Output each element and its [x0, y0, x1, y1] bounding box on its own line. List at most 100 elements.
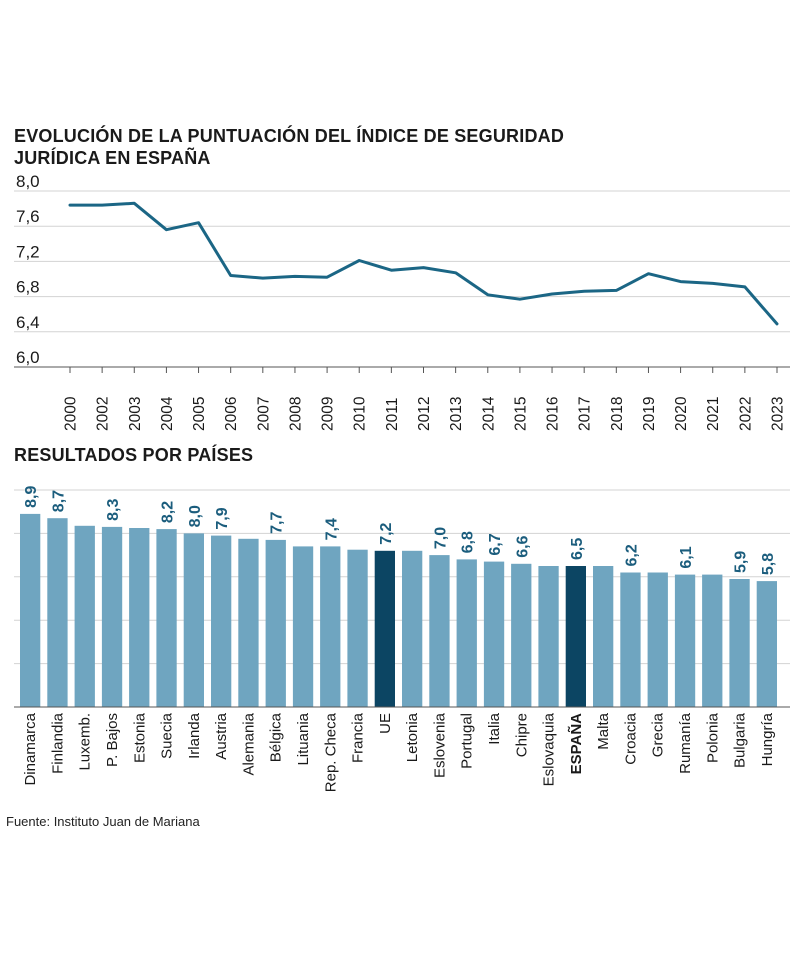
- line-y-tick: 7,6: [16, 207, 40, 226]
- line-y-tick: 8,0: [16, 172, 40, 191]
- bar-category-label: Polonia: [704, 712, 721, 763]
- bar-category-label: Rep. Checa: [322, 712, 339, 792]
- line-x-tick-label: 2002: [95, 397, 112, 431]
- bar-value-label: 7,9: [214, 507, 231, 529]
- line-y-tick: 7,2: [16, 242, 40, 261]
- bar: [374, 550, 395, 707]
- bar-category-label: Dinamarca: [22, 712, 39, 785]
- bar: [593, 566, 614, 707]
- line-x-tick-label: 2023: [770, 397, 787, 431]
- line-x-tick-label: 2012: [416, 397, 433, 431]
- line-x-tick-label: 2004: [159, 396, 176, 431]
- bar-category-label: Malta: [595, 712, 612, 749]
- bar-value-label: 8,3: [105, 499, 122, 521]
- bar-value-label: 5,8: [760, 553, 777, 575]
- bar-category-label: Letonia: [404, 712, 421, 762]
- bar: [620, 572, 641, 707]
- bar-value-label: 7,4: [323, 518, 340, 540]
- bar-category-label: Bélgica: [268, 712, 285, 762]
- line-x-tick-label: 2003: [127, 397, 144, 431]
- bar-category-label: Chipre: [513, 713, 530, 757]
- line-series: [68, 201, 779, 326]
- line-x-tick-label: 2016: [545, 397, 562, 431]
- bar-category-label: Lituania: [295, 712, 312, 765]
- bar-value-label: 8,7: [50, 490, 67, 512]
- line-y-tick: 6,8: [16, 278, 40, 297]
- bar: [129, 528, 150, 707]
- bar-value-label: 7,7: [269, 512, 286, 534]
- line-x-tick-label: 2005: [191, 397, 208, 431]
- bar-value-label: 6,2: [623, 544, 640, 566]
- bar-category-label: Francia: [350, 712, 367, 763]
- bar-value-label: 8,9: [23, 486, 40, 508]
- line-x-tick-label: 2010: [352, 396, 369, 431]
- bar-category-label: Hungría: [759, 712, 776, 766]
- bar-value-label: 7,2: [378, 522, 395, 544]
- line-x-tick-label: 2008: [287, 397, 304, 431]
- line-x-tick-label: 2019: [641, 397, 658, 431]
- line-x-tick-label: 2013: [448, 397, 465, 431]
- line-x-tick-label: 2014: [480, 396, 497, 431]
- bar: [402, 550, 423, 707]
- bar: [674, 574, 696, 707]
- bar-value-label: 6,5: [569, 538, 586, 560]
- bar-category-label: Estonia: [131, 712, 148, 763]
- bar-category-label: ESPAÑA: [567, 713, 585, 775]
- bar-chart-title: RESULTADOS POR PAÍSES: [14, 445, 254, 465]
- bar-category-label: Suecia: [159, 712, 176, 759]
- bar: [74, 525, 95, 707]
- bar: [320, 546, 341, 707]
- line-x-tick-label: 2018: [609, 397, 626, 431]
- bar-category-label: Irlanda: [186, 712, 203, 759]
- bar-category-label: Eslovenia: [431, 712, 448, 778]
- line-chart-title: EVOLUCIÓN DE LA PUNTUACIÓN DEL ÍNDICE DE…: [14, 126, 565, 168]
- line-x-tick-label: 2017: [577, 397, 594, 431]
- bar-value-label: 8,2: [160, 501, 177, 523]
- bar: [538, 566, 559, 707]
- bar-category-label: Croacia: [622, 712, 639, 764]
- source-note: Fuente: Instituto Juan de Mariana: [6, 814, 200, 829]
- line-x-tick-label: 2021: [705, 397, 722, 431]
- bar: [756, 581, 777, 707]
- bar-category-label: Italia: [486, 712, 503, 744]
- bar: [729, 579, 750, 707]
- line-x-tick-label: 2020: [673, 396, 690, 431]
- line-x-tick-label: 2006: [223, 397, 240, 431]
- bar: [483, 561, 505, 707]
- bar: [156, 529, 177, 707]
- bar: [101, 526, 123, 707]
- bar: [347, 549, 368, 707]
- bar-category-label: Alemania: [240, 712, 257, 775]
- bar: [565, 566, 586, 707]
- bar: [429, 555, 450, 707]
- bar-value-label: 6,6: [514, 535, 531, 557]
- line-y-tick: 6,0: [16, 348, 40, 367]
- bar: [20, 513, 41, 707]
- line-x-tick-label: 2000: [63, 396, 80, 431]
- bar: [47, 518, 68, 707]
- bar-value-label: 6,1: [678, 546, 695, 568]
- bar: [702, 574, 723, 707]
- bar-value-label: 8,0: [187, 505, 204, 527]
- bar: [211, 535, 232, 707]
- bar-category-label: Austria: [213, 712, 230, 759]
- line-x-tick-label: 2011: [384, 398, 401, 431]
- line-chart: 8,0 7,6 7,2 6,8 6,4 6,0 2000 2002 2003 2004 2005 20…: [14, 172, 790, 431]
- bar: [265, 539, 286, 707]
- bar-category-label: Eslovaquia: [541, 712, 558, 786]
- bar: [456, 559, 477, 707]
- bar: [238, 538, 259, 707]
- bar-category-label: P. Bajos: [104, 713, 121, 767]
- bar-value-label: 5,9: [733, 551, 750, 573]
- bar: [647, 572, 668, 707]
- bar-category-label: Grecia: [650, 712, 667, 757]
- bar-category-label: Bulgaria: [732, 712, 749, 768]
- bar-value-label: 7,0: [432, 527, 449, 549]
- line-x-tick-label: 2009: [320, 397, 337, 431]
- line-y-tick: 6,4: [16, 313, 40, 332]
- bar-value-label: 6,8: [460, 531, 477, 553]
- bar: [183, 533, 204, 707]
- bar: [511, 563, 532, 707]
- bar-category-label: UE: [377, 713, 394, 734]
